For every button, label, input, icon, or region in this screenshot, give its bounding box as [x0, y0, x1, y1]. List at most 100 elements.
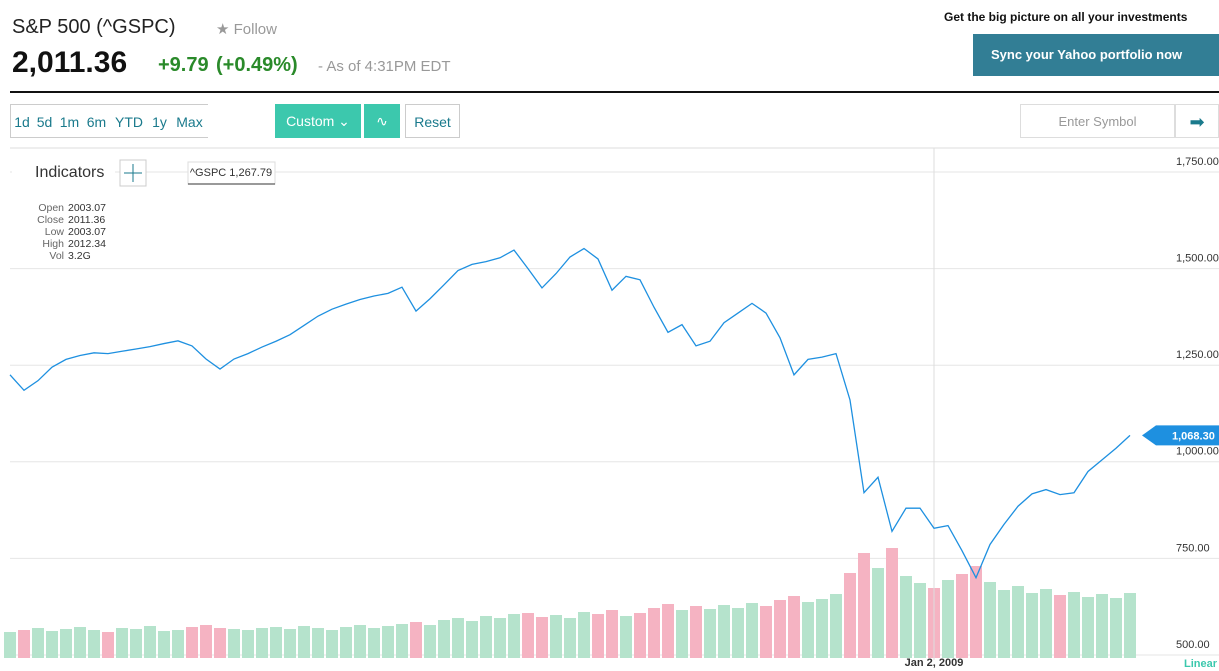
symbol-input[interactable]: Enter Symbol [1020, 104, 1175, 138]
volume-bar [480, 616, 492, 658]
volume-bar [130, 629, 142, 658]
ohlc-value: 2012.34 [68, 238, 106, 250]
change: +9.79 [158, 54, 209, 76]
current-price-tag [1142, 425, 1219, 446]
volume-bar [4, 632, 16, 658]
volume-bar [970, 566, 982, 658]
volume-bar [228, 629, 240, 658]
volume-bar [46, 631, 58, 658]
volume-bar [536, 617, 548, 658]
volume-bar [620, 616, 632, 658]
volume-bar [690, 606, 702, 658]
volume-bar [704, 609, 716, 658]
volume-bar [1054, 595, 1066, 658]
volume-bar [172, 630, 184, 658]
volume-bar [340, 627, 352, 658]
ohlc-label: Open [38, 202, 64, 214]
volume-bar [564, 618, 576, 658]
volume-bar [410, 622, 422, 658]
volume-bar [102, 632, 114, 658]
volume-bar [200, 625, 212, 658]
indicators-bg [12, 160, 115, 186]
follow[interactable]: ★ Follow [216, 21, 277, 38]
volume-bar [774, 600, 786, 658]
y-tick-label: 750.00 [1176, 542, 1210, 554]
range-button[interactable]: 1y [148, 104, 171, 138]
volume-bar [760, 606, 772, 658]
volume-bar [270, 627, 282, 658]
volume-bar [858, 553, 870, 658]
chart: 500.00 750.00 1,000.00 1,250.00 1,500.00 1,75… [4, 147, 1219, 670]
divider [10, 91, 1219, 93]
crosshair-label: ^GSPC 1,267.79 [190, 167, 272, 179]
range-button[interactable]: 5d [33, 104, 56, 138]
volume-bar [900, 576, 912, 658]
volume-bar [1082, 597, 1094, 658]
ohlc-label: Vol [49, 250, 64, 262]
range-button[interactable]: 6m [83, 104, 110, 138]
volume-bar [1110, 598, 1122, 658]
volume-bar [606, 610, 618, 658]
ohlc-label: Low [45, 226, 65, 238]
volume-bar [956, 574, 968, 658]
volume-bar [466, 621, 478, 658]
range-button[interactable]: 1d [10, 104, 33, 138]
ohlc-value: 2011.36 [68, 214, 105, 226]
ohlc-value: 2003.07 [68, 226, 106, 238]
volume-bar [298, 626, 310, 658]
volume-bar [1012, 586, 1024, 658]
title: S&P 500 (^GSPC) [12, 16, 176, 38]
volume-bar [382, 626, 394, 658]
y-tick-label: 1,500.00 [1176, 253, 1219, 265]
scale-label: Linear [1184, 658, 1218, 670]
range-button[interactable]: 1m [56, 104, 83, 138]
volume-bar [648, 608, 660, 658]
custom-button[interactable]: Custom ⌄ [275, 104, 361, 138]
range-button[interactable]: YTD [110, 104, 148, 138]
volume-bar [942, 580, 954, 658]
symbol-submit[interactable]: ➡ [1175, 104, 1219, 138]
follow-text: Follow [233, 21, 277, 38]
volume-bar [158, 631, 170, 658]
change-pct: (+0.49%) [216, 54, 298, 76]
volume-bar [312, 628, 324, 658]
volume-bar [256, 628, 268, 658]
volume-bar [816, 599, 828, 658]
volume-bar [984, 582, 996, 658]
y-tick-label: 1,750.00 [1176, 156, 1219, 168]
volume-bar [116, 628, 128, 658]
volume-bar [242, 630, 254, 658]
volume-bar [438, 620, 450, 658]
volume-bar [788, 596, 800, 658]
volume-bar [396, 624, 408, 658]
volume-bar [32, 628, 44, 658]
volume-bar [1026, 593, 1038, 658]
volume-bar [326, 630, 338, 658]
volume-bar [214, 628, 226, 658]
ohlc-label: Close [37, 214, 64, 226]
volume-bar [550, 615, 562, 658]
volume-bar [830, 594, 842, 658]
volume-bar [1096, 594, 1108, 658]
volume-bar [144, 626, 156, 658]
volume-bar [914, 583, 926, 658]
reset-button[interactable]: Reset [405, 104, 460, 138]
promo: Get the big picture on all your investme… [944, 10, 1188, 24]
price: 2,011.36 [12, 46, 128, 79]
volume-bar [578, 612, 590, 658]
volume-bar [676, 610, 688, 658]
volume-bar [368, 628, 380, 658]
volume-bar [1068, 592, 1080, 658]
current-price-label: 1,068.30 [1172, 430, 1215, 442]
volume-bar [186, 627, 198, 658]
range-button[interactable]: Max [171, 104, 208, 138]
sync-button[interactable]: Sync your Yahoo portfolio now [973, 34, 1219, 76]
chart-type-button[interactable]: ∿ [364, 104, 400, 138]
volume-bar [508, 614, 520, 658]
volume-bar [1040, 589, 1052, 658]
ohlc-label: High [42, 238, 64, 250]
volume-bar [60, 629, 72, 658]
volume-bar [718, 605, 730, 658]
plus-icon [124, 164, 142, 182]
